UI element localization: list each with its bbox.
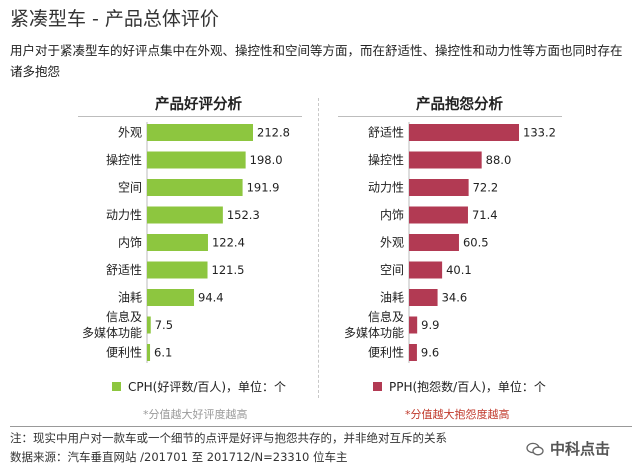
bad-bar: [409, 289, 438, 306]
bad-bar: [409, 316, 418, 334]
good-bar: [147, 344, 151, 361]
panel-divider: [318, 98, 319, 398]
good-value-label: 191.9: [247, 181, 280, 195]
good-category-label: 油耗: [118, 291, 142, 305]
good-category-label: 舒适性: [106, 263, 142, 277]
bad-value-label: 9.6: [421, 346, 439, 360]
good-legend: CPH(好评数/百人)，单位：个: [112, 378, 286, 395]
good-bar: [147, 316, 151, 334]
good-legend-label: CPH(好评数/百人)，单位：个: [128, 380, 287, 394]
good-bar: [147, 206, 223, 224]
bad-category-label: 舒适性: [368, 126, 404, 140]
bad-value-label: 60.5: [463, 236, 489, 250]
bad-value-label: 133.2: [523, 126, 556, 140]
good-category-label: 外观: [118, 126, 142, 140]
good-value-label: 6.1: [154, 346, 172, 360]
good-legend-swatch: [112, 382, 121, 391]
good-bar: [147, 234, 208, 251]
bad-category-label: 内饰: [380, 208, 404, 222]
bad-category-label: 动力性: [368, 181, 404, 195]
footer-source: 数据来源：汽车垂直网站 /201701 至 201712/N=23310 位车主: [10, 450, 348, 464]
good-bar: [147, 151, 246, 169]
bad-legend-swatch: [373, 382, 382, 391]
bad-chart-title: 产品抱怨分析: [416, 97, 503, 113]
bad-hint: *分值越大抱怨度越高: [405, 408, 510, 421]
watermark-text: 中科点击: [550, 440, 611, 458]
page-description: 用户对于紧凑型车的好评点集中在外观、操控性和空间等方面，而在舒适性、操控性和动力…: [10, 43, 623, 79]
good-bar: [147, 289, 195, 306]
good-bar: [147, 179, 243, 196]
good-category-label: 信息及多媒体功能: [82, 309, 142, 340]
good-category-label: 动力性: [106, 208, 142, 222]
bad-category-label: 油耗: [380, 291, 404, 305]
footer-rule: [10, 426, 632, 427]
good-title-rule: [78, 116, 302, 117]
watermark: 中科点击: [526, 438, 610, 459]
bad-value-label: 72.2: [473, 181, 499, 195]
good-category-label: 空间: [118, 181, 142, 195]
bad-bar: [409, 206, 468, 224]
bad-category-label: 便利性: [368, 346, 404, 360]
bad-value-label: 9.9: [421, 318, 439, 332]
bad-value-label: 40.1: [446, 263, 472, 277]
bad-bar: [409, 261, 443, 279]
good-value-label: 212.8: [257, 126, 290, 140]
bad-bar: [409, 344, 417, 361]
page-title: 紧凑型车 - 产品总体评价: [10, 8, 219, 30]
bad-value-label: 71.4: [472, 208, 498, 222]
bad-category-label: 空间: [380, 263, 404, 277]
good-value-label: 121.5: [212, 263, 245, 277]
bad-value-label: 88.0: [486, 153, 512, 167]
bad-bar: [409, 179, 469, 196]
good-value-label: 122.4: [212, 236, 245, 250]
good-category-label: 内饰: [118, 236, 142, 250]
good-value-label: 94.4: [198, 291, 224, 305]
chat-bubble-icon: [526, 442, 544, 455]
good-value-label: 198.0: [250, 153, 283, 167]
bad-bar: [409, 151, 482, 169]
bad-title-rule: [338, 116, 562, 117]
bad-legend-label: PPH(抱怨数/百人)，单位：个: [389, 380, 546, 394]
bad-value-label: 34.6: [442, 291, 468, 305]
good-bar: [147, 261, 208, 279]
bad-bar: [409, 124, 519, 141]
good-bar: [147, 124, 253, 141]
good-hint: *分值越大好评度越高: [143, 408, 248, 421]
good-chart-title: 产品好评分析: [155, 97, 242, 113]
bad-legend: PPH(抱怨数/百人)，单位：个: [373, 378, 546, 395]
good-category-label: 便利性: [106, 346, 142, 360]
good-value-label: 152.3: [227, 208, 260, 222]
bad-category-label: 操控性: [368, 152, 404, 167]
bad-bar: [409, 234, 459, 251]
footer-note: 注：现实中用户对一款车或一个细节的点评是好评与抱怨共存的，并非绝对互斥的关系: [10, 431, 447, 445]
bad-category-label: 信息及多媒体功能: [344, 309, 404, 340]
good-category-label: 操控性: [106, 152, 142, 167]
good-value-label: 7.5: [155, 318, 173, 332]
bad-category-label: 外观: [380, 236, 404, 250]
